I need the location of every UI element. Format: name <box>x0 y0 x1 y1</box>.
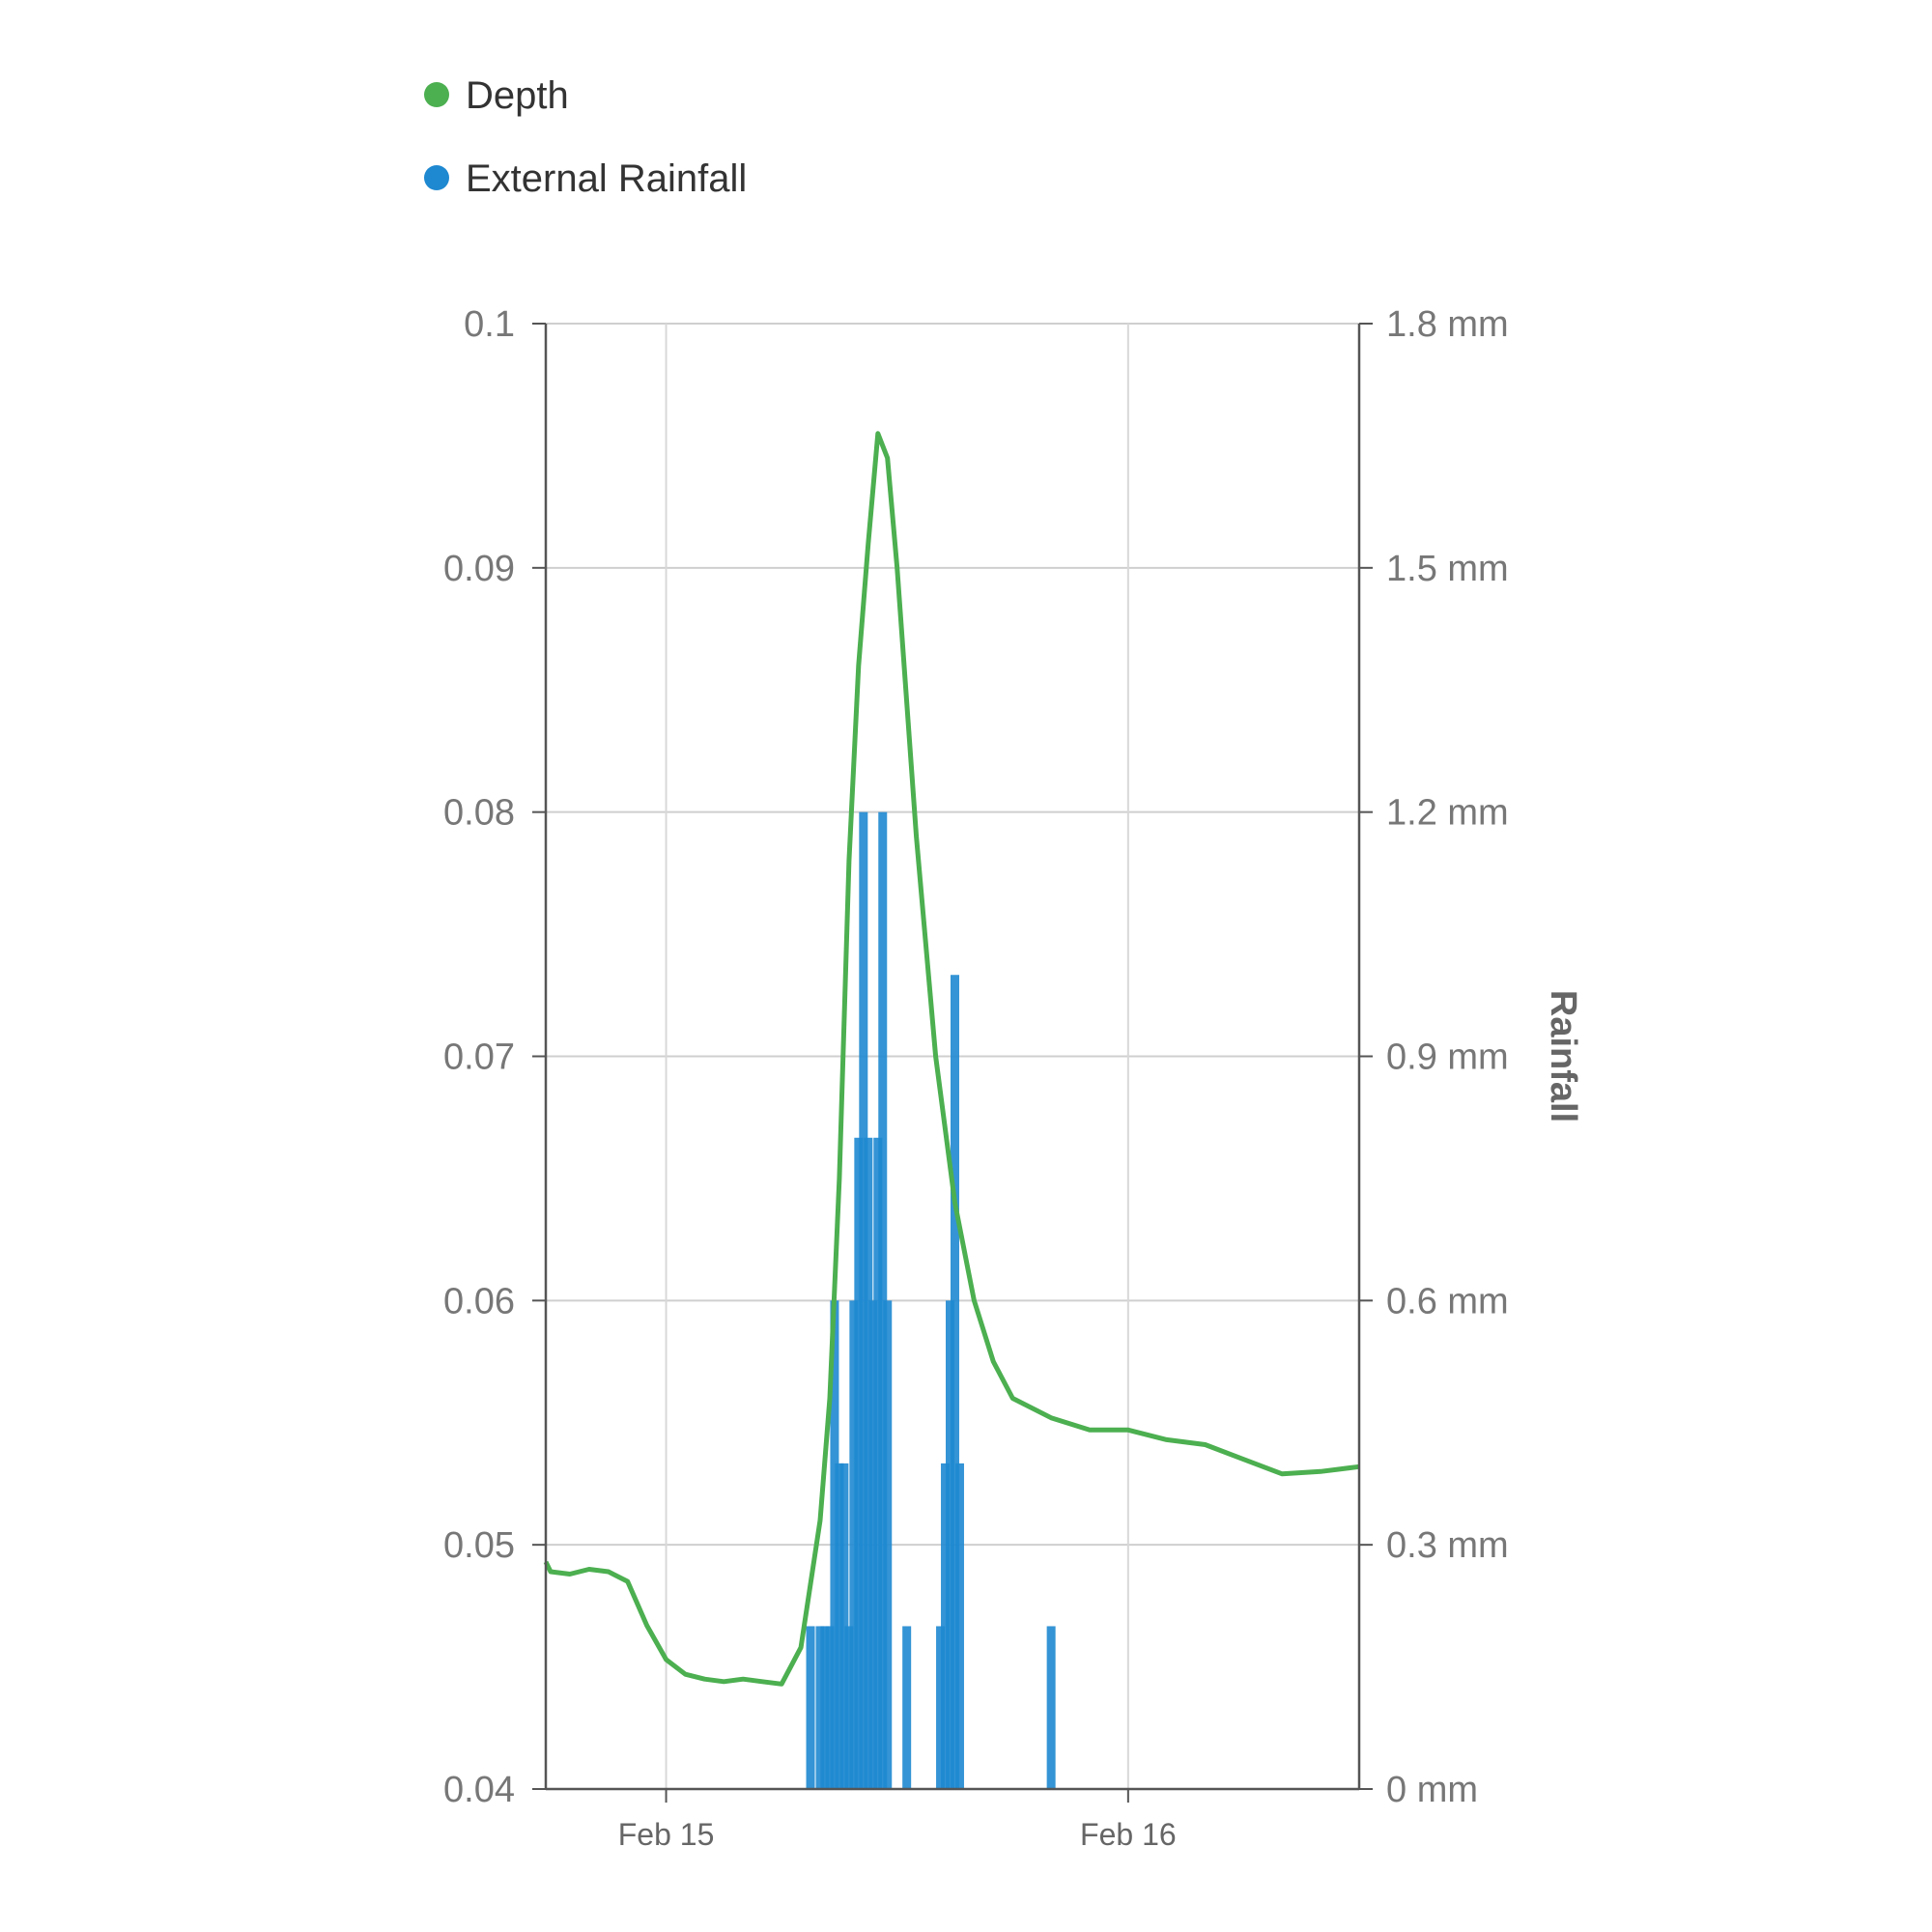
grid-lines <box>546 323 1359 1790</box>
y-right-tick-label: 0 mm <box>1386 1770 1478 1810</box>
depth-line <box>543 431 1360 1687</box>
rainfall-bars <box>806 811 1056 1789</box>
legend: Depth External Rainfall <box>424 74 747 200</box>
y-right-tick-label: 1.5 mm <box>1386 549 1509 589</box>
rainfall-bar[interactable] <box>883 1300 893 1789</box>
rainfall-bar[interactable] <box>830 1300 839 1789</box>
axes <box>532 323 1373 1803</box>
x-tick-label: Feb 16 <box>1080 1817 1177 1852</box>
y-left-tick-label: 0.1 <box>464 304 515 345</box>
rainfall-bar[interactable] <box>854 1137 864 1789</box>
y-left-tick-label: 0.09 <box>443 549 515 589</box>
tick-labels: 0.04 0.05 0.06 0.07 0.08 0.09 0.1 0 mm 0.3 mm 0.6… <box>443 304 1583 1852</box>
rainfall-bar[interactable] <box>941 1463 951 1789</box>
rainfall-bar[interactable] <box>806 1626 815 1789</box>
y-right-tick-label: 0.3 mm <box>1386 1525 1509 1566</box>
y-left-tick-label: 0.08 <box>443 793 515 834</box>
rainfall-bar[interactable] <box>868 1300 878 1789</box>
rainfall-bar[interactable] <box>1046 1626 1056 1789</box>
y-left-tick-label: 0.05 <box>443 1525 515 1566</box>
rainfall-bar[interactable] <box>878 811 888 1789</box>
rainfall-bar[interactable] <box>839 1463 849 1789</box>
rainfall-bar[interactable] <box>825 1626 835 1789</box>
legend-marker-external-rainfall[interactable] <box>424 165 449 190</box>
rainfall-bar[interactable] <box>815 1626 825 1789</box>
rainfall-bar[interactable] <box>864 1137 873 1789</box>
legend-label-depth[interactable]: Depth <box>466 74 569 117</box>
rainfall-bar[interactable] <box>835 1463 844 1789</box>
y-right-tick-label: 1.8 mm <box>1386 304 1509 345</box>
rainfall-bar[interactable] <box>936 1626 946 1789</box>
y-right-tick-label: 1.2 mm <box>1386 793 1509 834</box>
rainfall-bar[interactable] <box>820 1626 830 1789</box>
y-left-tick-label: 0.06 <box>443 1281 515 1321</box>
rainfall-bar[interactable] <box>873 1137 883 1789</box>
rainfall-bar[interactable] <box>849 1300 859 1789</box>
depth-series-line[interactable] <box>543 431 1360 1687</box>
rainfall-bar[interactable] <box>844 1626 854 1789</box>
rainfall-bar[interactable] <box>946 1300 955 1789</box>
rainfall-bar[interactable] <box>859 811 868 1789</box>
x-tick-label: Feb 15 <box>618 1817 715 1852</box>
legend-marker-depth[interactable] <box>424 82 449 107</box>
legend-label-external-rainfall[interactable]: External Rainfall <box>466 157 747 200</box>
rainfall-bar[interactable] <box>902 1626 912 1789</box>
y-right-tick-label: 0.6 mm <box>1386 1281 1509 1321</box>
y-right-tick-label: 0.9 mm <box>1386 1037 1509 1078</box>
y-left-tick-label: 0.07 <box>443 1037 515 1078</box>
rainfall-bar[interactable] <box>950 975 959 1789</box>
y-right-axis-title: Rainfall <box>1543 990 1583 1122</box>
y-left-tick-label: 0.04 <box>443 1770 515 1810</box>
rainfall-bar[interactable] <box>954 1463 964 1789</box>
